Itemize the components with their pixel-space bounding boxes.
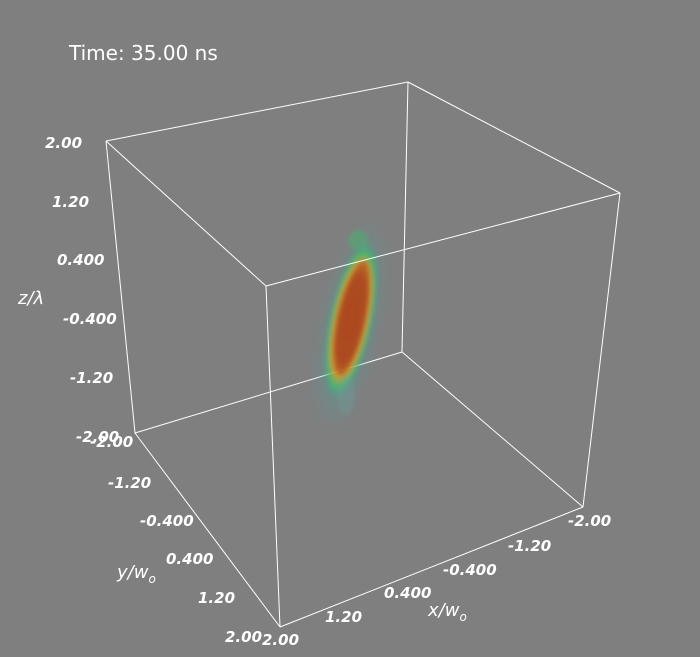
y-tick-label: 0.400 [166,550,213,568]
x-tick-label: -2.00 [568,512,611,530]
x-tick-label: -1.20 [508,537,551,555]
z-axis-title: z/λ [17,288,44,309]
x-tick-label: 0.400 [384,584,431,602]
y-tick-label: -2.00 [90,433,133,451]
y-tick-label: -1.20 [108,474,151,492]
x-tick-label: 2.00 [262,631,299,649]
z-tick-label: 0.400 [57,251,104,269]
x-tick-label: 1.20 [325,608,362,626]
z-tick-label: -1.20 [70,369,113,387]
x-axis-title-sub: o [459,610,466,624]
x-tick-label: -0.400 [443,561,497,579]
svg-text:z/λ: z/λ [17,288,44,309]
y-axis-title: y/wo [116,562,156,586]
z-tick-label: -0.400 [63,310,117,328]
x-axis-title: x/wo [427,600,467,624]
svg-text:y/wo: y/wo [116,562,156,586]
volume-blob [312,217,388,433]
svg-text:x/wo: x/wo [427,600,467,624]
z-axis-ticks: 2.00 1.20 0.400 -0.400 -1.20 -2.00 [45,134,119,446]
y-axis-ticks: -2.00 -1.20 -0.400 0.400 1.20 2.00 [90,433,262,646]
y-axis-title-main: y/w [116,562,149,583]
y-tick-label: 1.20 [198,589,235,607]
y-tick-label: -0.400 [140,512,194,530]
x-axis-ticks: -2.00 -1.20 -0.400 0.400 1.20 2.00 [262,512,611,649]
x-axis-title-main: x/w [427,600,460,621]
y-axis-title-sub: o [148,572,155,586]
z-tick-label: 2.00 [45,134,82,152]
z-axis-title-symbol: λ [33,288,45,309]
bounding-box-front [105,140,621,628]
z-axis-title-main: z/ [17,288,35,309]
z-tick-label: 1.20 [52,193,89,211]
y-tick-label: 2.00 [225,628,262,646]
z-tick-label: -2.00 [76,428,119,446]
time-label: Time: 35.00 ns [69,41,218,65]
